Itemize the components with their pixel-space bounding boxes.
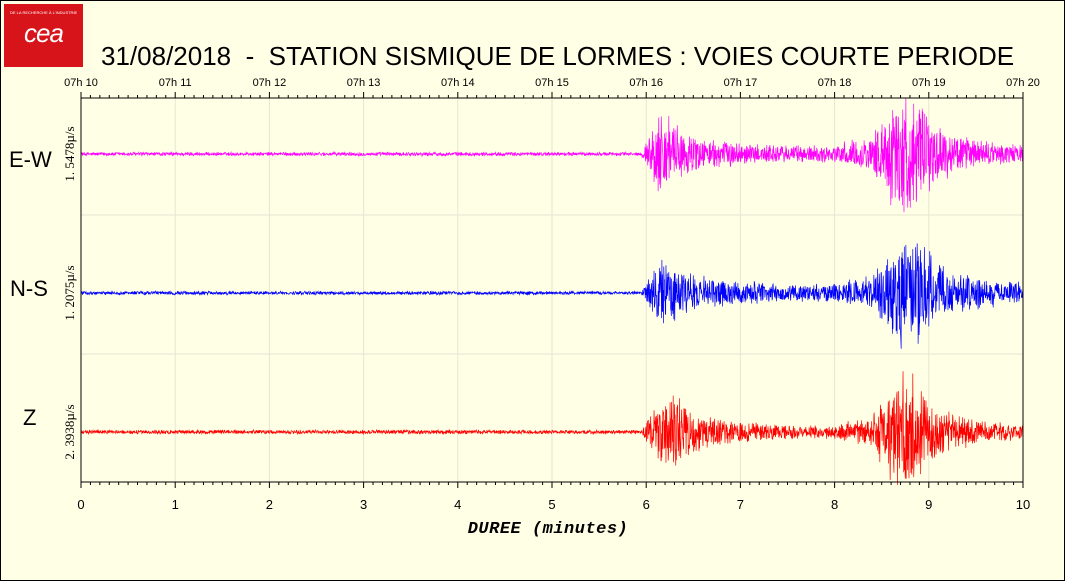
- cea-logo: DE LA RECHERCHE À L'INDUSTRIE cea: [4, 4, 83, 67]
- top-time-label: 07h 16: [629, 77, 663, 89]
- x-axis-label: DUREE (minutes): [468, 520, 629, 539]
- axis-labels: 0 1 2 3 4 5 6 7 8 9 10 07h 10 07h 11 07h 12 07h 13 07h …: [9, 77, 1040, 539]
- x-tick-label-2: 2: [266, 497, 273, 512]
- axes: [80, 92, 1024, 488]
- top-time-label: 07h 11: [159, 77, 192, 89]
- top-time-label: 07h 14: [441, 77, 475, 89]
- x-tick-label-5: 5: [548, 497, 555, 512]
- scale-label-z: 2. 3938µ/s: [62, 404, 77, 459]
- x-tick-label-9: 9: [925, 497, 932, 512]
- top-time-label: 07h 12: [253, 77, 287, 89]
- trace-z: [80, 371, 1024, 486]
- x-tick-label-7: 7: [737, 497, 744, 512]
- scale-label-e-w: 1. 5478µ/s: [62, 126, 77, 181]
- logo-text: cea: [24, 18, 64, 48]
- top-time-label: 07h 17: [724, 77, 758, 89]
- seismic-traces: [80, 98, 1024, 486]
- x-tick-label-4: 4: [454, 497, 461, 512]
- trace-e-w: [80, 98, 1024, 213]
- channel-name-e-w: E-W: [9, 147, 52, 172]
- top-time-label: 07h 20: [1006, 77, 1040, 89]
- top-time-label: 07h 18: [818, 77, 852, 89]
- top-time-label: 07h 15: [535, 77, 569, 89]
- channel-name-n-s: N-S: [10, 276, 48, 301]
- chart-title: 31/08/2018 - STATION SISMIQUE DE LORMES …: [101, 41, 1015, 71]
- logo-tagline: DE LA RECHERCHE À L'INDUSTRIE: [10, 10, 78, 15]
- x-tick-label-1: 1: [172, 497, 179, 512]
- x-tick-label-3: 3: [360, 497, 367, 512]
- top-time-label: 07h 10: [64, 77, 98, 89]
- x-tick-label-8: 8: [831, 497, 838, 512]
- x-tick-label-6: 6: [643, 497, 650, 512]
- x-tick-label-10: 10: [1016, 497, 1030, 512]
- x-tick-label-0: 0: [77, 497, 84, 512]
- trace-n-s: [80, 243, 1024, 349]
- top-time-label: 07h 13: [347, 77, 381, 89]
- scale-label-n-s: 1. 2075µ/s: [62, 265, 77, 320]
- channel-name-z: Z: [23, 405, 36, 430]
- top-time-label: 07h 19: [912, 77, 946, 89]
